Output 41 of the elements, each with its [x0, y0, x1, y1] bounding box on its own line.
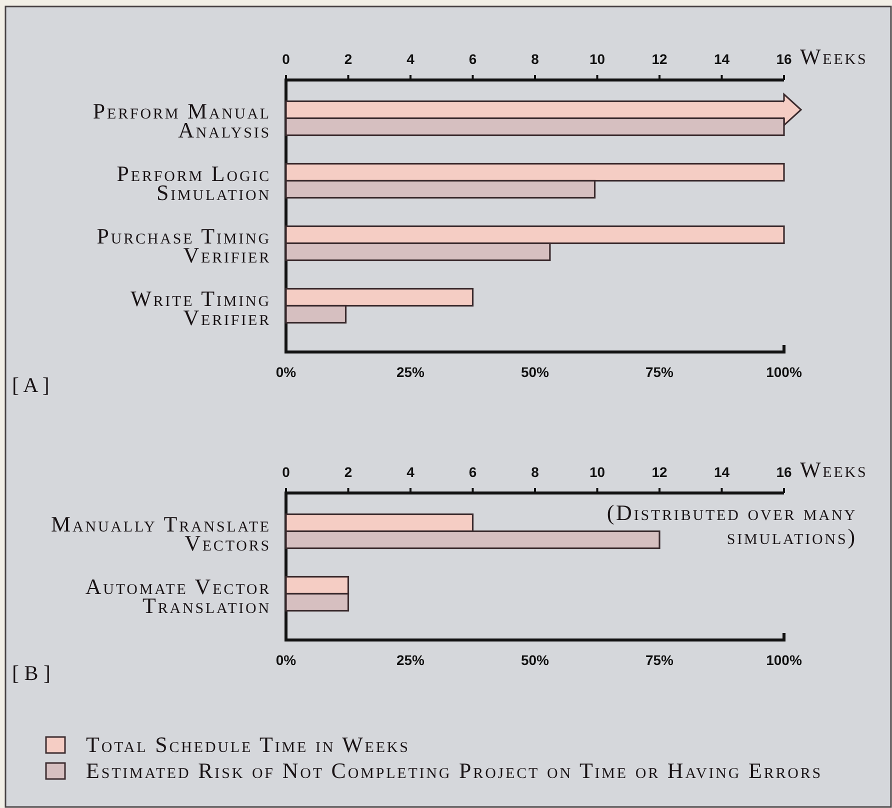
x-tick-label: 50%: [520, 364, 550, 380]
x2-tick-label: 4: [406, 464, 415, 480]
annotation: (Distributed over many simulations): [606, 500, 857, 549]
x2-tick-label: 16: [776, 464, 792, 480]
x-tick-label: 75%: [645, 652, 674, 668]
x2-tick-label: 10: [589, 464, 606, 480]
x-tick-label: 25%: [396, 652, 426, 668]
legend-label: Estimated Risk of Not Completing Project on Time or Having Errors: [86, 758, 823, 783]
y-tick-label: Manually Translate Vectors: [51, 511, 271, 556]
y-tick-label: Perform Manual Analysis: [92, 98, 271, 142]
x2-tick-label: 14: [714, 51, 730, 67]
legend-label: Total Schedule Time in Weeks: [86, 732, 410, 757]
x-tick-label: 100%: [766, 364, 802, 380]
x-tick-label: 0%: [276, 652, 297, 668]
y-tick-label: Perform Logic Simulation: [116, 160, 271, 205]
x-tick-label: 50%: [520, 652, 550, 668]
x-tick-label: 75%: [645, 364, 674, 380]
x2-tick-label: 2: [344, 51, 352, 67]
x-tick-label: 100%: [766, 652, 802, 668]
x2-tick-label: 8: [531, 51, 540, 67]
x2-tick-label: 6: [468, 51, 477, 67]
x2-tick-label: 6: [468, 464, 477, 480]
text: [ A ]: [12, 373, 50, 397]
x2-tick-label: 12: [652, 464, 668, 480]
x2-tick-label: 12: [652, 51, 668, 67]
x2-tick-label: 0: [282, 51, 290, 67]
x2-axis-title: Weeks: [800, 457, 868, 482]
text: [ B ]: [12, 661, 50, 685]
y-tick-label: Purchase Timing Verifier: [96, 223, 271, 268]
x2-tick-label: 4: [406, 51, 415, 67]
x-tick-label: 0%: [276, 364, 297, 380]
x2-tick-label: 2: [344, 464, 352, 480]
x2-tick-label: 14: [714, 464, 730, 480]
x2-tick-label: 8: [531, 464, 540, 480]
x2-tick-label: 10: [589, 51, 606, 67]
x2-tick-label: 16: [776, 51, 792, 67]
x-tick-label: 25%: [396, 364, 426, 380]
x2-tick-label: 0: [282, 464, 290, 480]
x2-axis-title: Weeks: [800, 44, 868, 69]
y-tick-label: Write Timing Verifier: [130, 286, 271, 330]
y-tick-label: Automate Vector Translation: [85, 574, 271, 618]
